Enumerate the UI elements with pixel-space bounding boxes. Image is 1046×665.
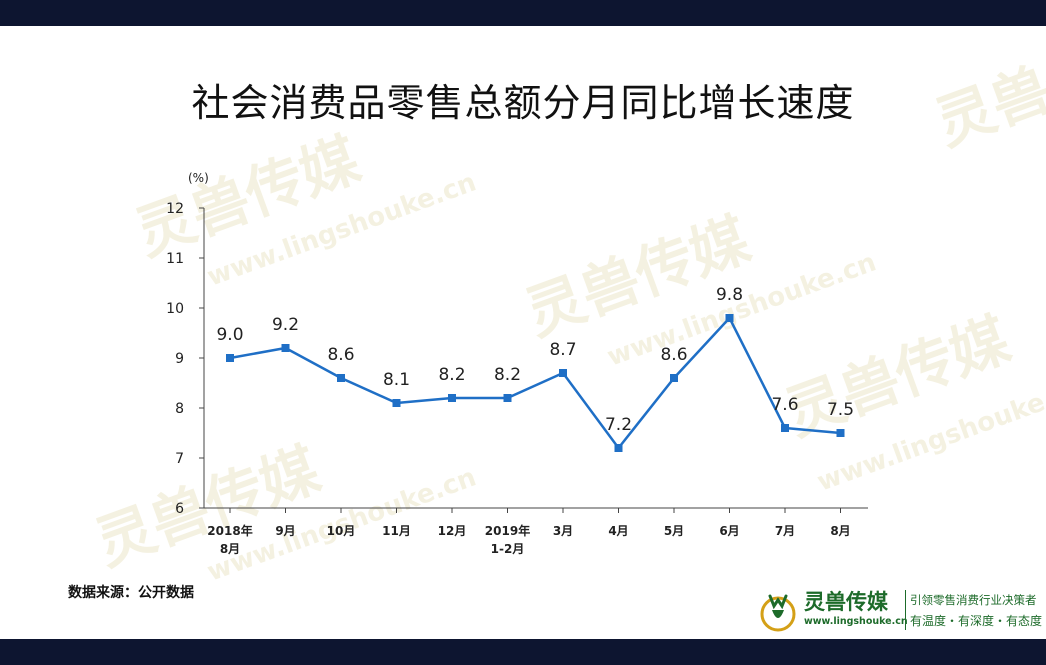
logo-divider — [905, 590, 906, 630]
logo-url: www.lingshouke.cn — [804, 616, 908, 627]
data-label: 7.6 — [771, 395, 798, 415]
y-tick-label: 6 — [175, 501, 184, 517]
x-tick-label: 10月 — [327, 524, 356, 538]
x-tick-label: 7月 — [775, 524, 795, 538]
x-tick-label: 3月 — [553, 524, 573, 538]
data-point — [503, 394, 512, 402]
logo-tagline: 引领零售消费行业决策者 — [910, 593, 1037, 607]
x-tick-label: 4月 — [608, 524, 628, 538]
x-tick-label: 9月 — [275, 524, 295, 538]
data-point — [337, 374, 345, 382]
deer-logo-icon — [760, 594, 796, 632]
x-tick-label: 1-2月 — [491, 542, 525, 556]
top-bar — [0, 0, 1046, 26]
x-tick-label: 2018年 — [207, 523, 252, 538]
data-label: 9.0 — [216, 325, 243, 345]
data-label: 8.6 — [327, 345, 354, 365]
x-tick-label: 8月 — [220, 542, 240, 556]
chart-title: 社会消费品零售总额分月同比增长速度 — [191, 81, 855, 125]
data-label: 7.2 — [605, 415, 632, 435]
data-point — [725, 314, 734, 322]
data-point — [281, 344, 290, 352]
x-tick-label: 11月 — [382, 524, 411, 538]
data-point — [670, 374, 678, 382]
x-tick-label: 8月 — [830, 524, 850, 538]
data-label: 8.6 — [660, 345, 687, 365]
x-tick-label: 12月 — [438, 524, 467, 538]
data-label: 8.2 — [494, 365, 521, 385]
data-label: 8.2 — [438, 365, 465, 385]
brand-logo: 灵兽传媒 www.lingshouke.cn 引领零售消费行业决策者 有温度・有… — [756, 584, 1043, 638]
y-tick-label: 9 — [175, 351, 184, 367]
source-note: 数据来源：公开数据 — [68, 585, 194, 601]
data-label: 9.8 — [716, 285, 743, 305]
y-tick-label: 10 — [166, 301, 184, 317]
x-tick-label: 2019年 — [485, 523, 530, 538]
y-tick-label: 7 — [175, 451, 184, 467]
data-point — [448, 394, 456, 402]
data-label: 8.1 — [383, 370, 410, 390]
data-point — [226, 354, 234, 362]
data-point — [559, 369, 567, 377]
y-tick-label: 11 — [166, 251, 184, 267]
logo-slogan: 有温度・有深度・有态度 — [910, 614, 1043, 628]
data-label: 8.7 — [549, 340, 576, 360]
x-tick-label: 5月 — [664, 524, 684, 538]
y-tick-label: 8 — [175, 401, 184, 417]
data-point — [781, 424, 789, 432]
y-axis-label: (%) — [188, 171, 209, 185]
data-label: 7.5 — [827, 400, 854, 420]
y-tick-label: 12 — [166, 201, 184, 217]
data-label: 9.2 — [272, 315, 299, 335]
data-point — [614, 444, 623, 452]
series-line — [229, 316, 841, 450]
x-tick-label: 6月 — [719, 524, 739, 538]
data-point — [392, 399, 401, 407]
bottom-bar — [0, 639, 1046, 665]
logo-name: 灵兽传媒 — [804, 589, 888, 614]
data-point — [836, 429, 845, 437]
